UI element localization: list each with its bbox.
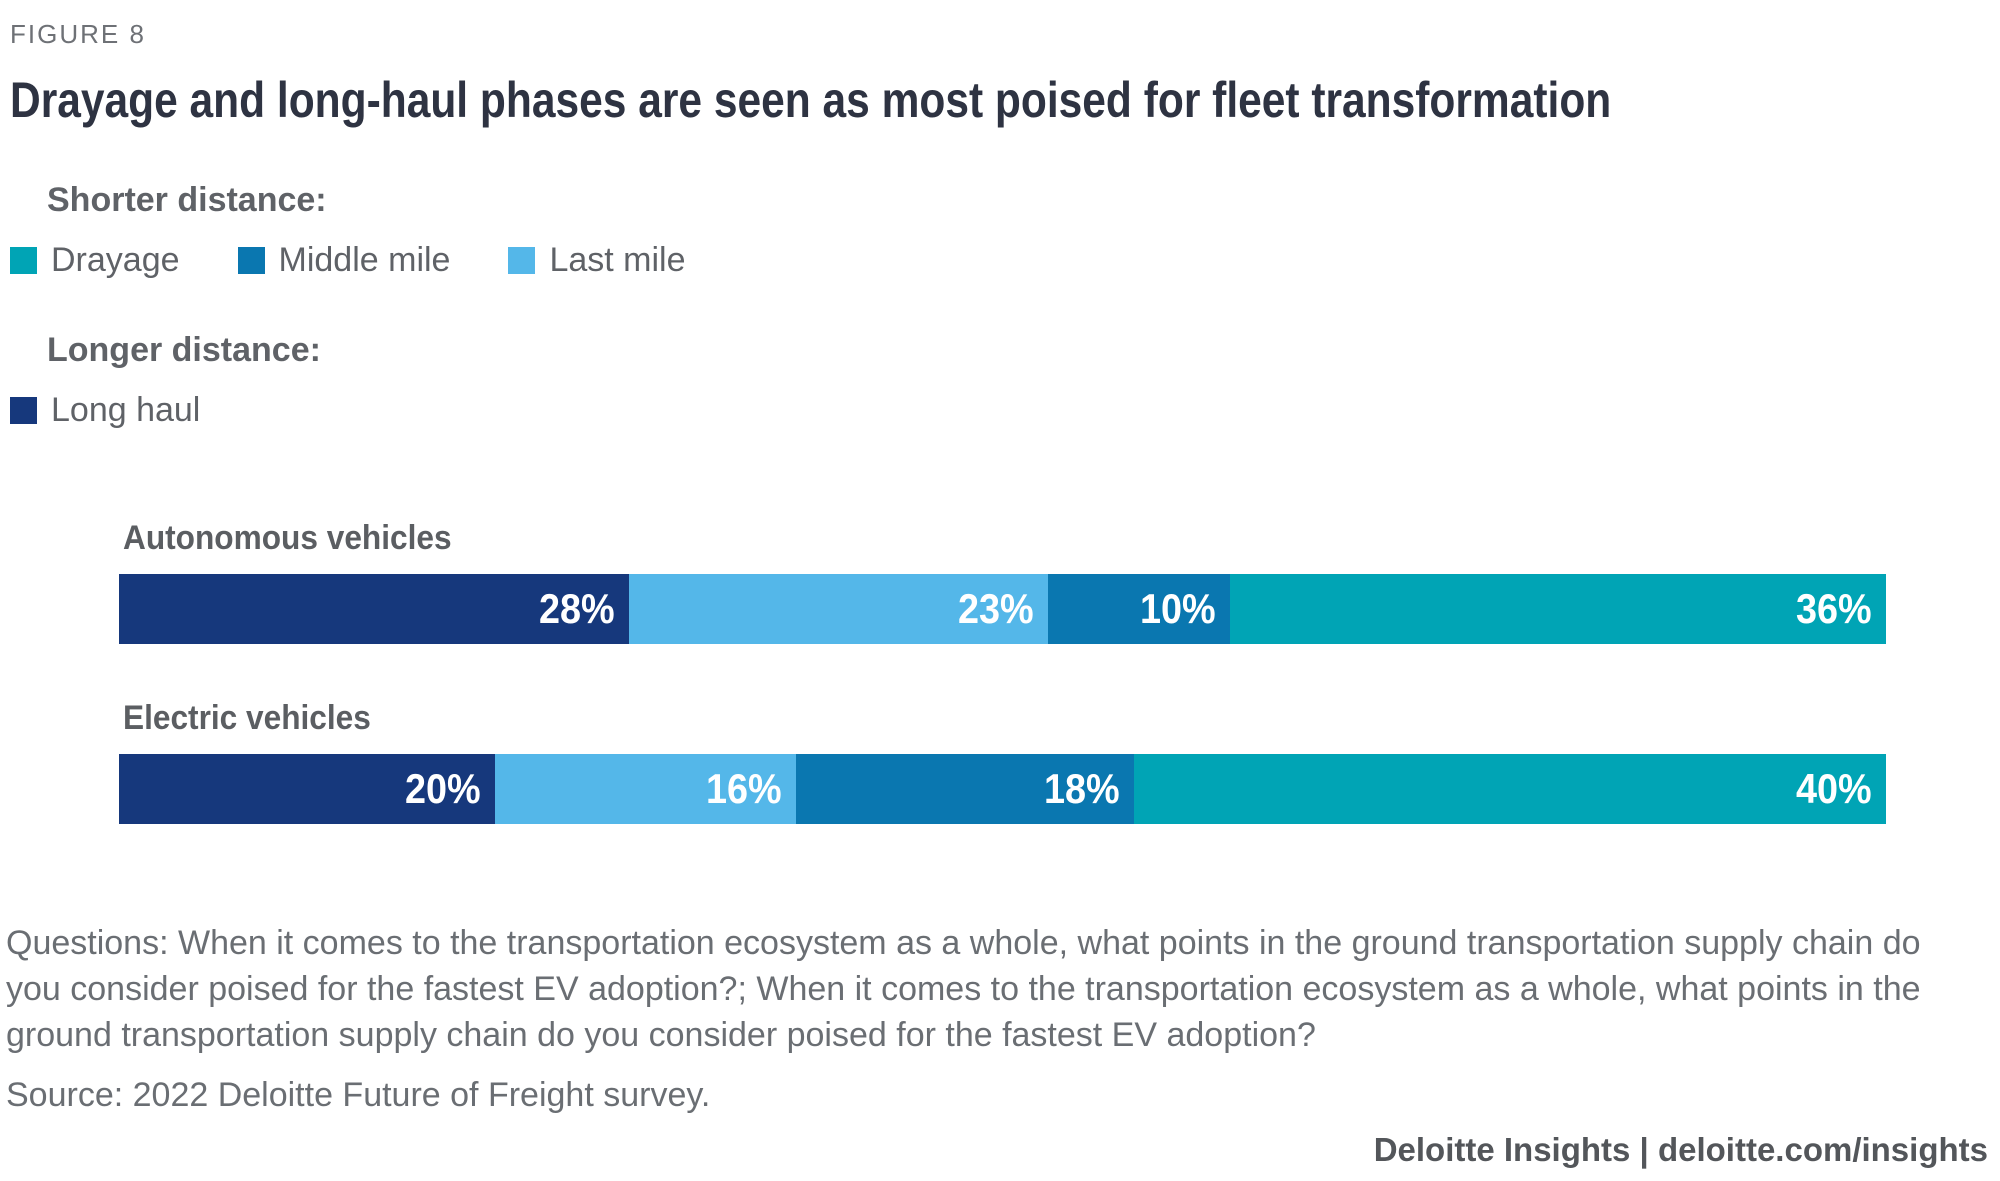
bar-segment-drayage: 36% <box>1230 574 1887 644</box>
legend-item-middle-mile: Middle mile <box>237 240 451 280</box>
legend-row-shorter-distance: Drayage Middle mile Last mile <box>10 240 1990 280</box>
bar-segment-middle-mile: 10% <box>1048 574 1231 644</box>
legend-row-longer-distance: Long haul <box>10 390 1990 430</box>
bar-segment-value-label: 36% <box>1795 585 1872 632</box>
bar-autonomous-vehicles: 28% 23% 10% 36% <box>119 574 1887 644</box>
long-haul-swatch-icon <box>10 396 37 424</box>
bar-segment-value-label: 40% <box>1795 765 1872 812</box>
middle-mile-swatch-icon <box>237 246 265 274</box>
bar-segment-middle-mile: 18% <box>795 754 1135 824</box>
chart-title: Drayage and long-haul phases are seen as… <box>10 72 1612 128</box>
legend-item-label: Drayage <box>51 240 180 279</box>
legend-item-label: Last mile <box>549 240 686 279</box>
bar-segment-value-label: 18% <box>1044 765 1120 812</box>
figure-number-label: FIGURE 8 <box>10 19 146 49</box>
last-mile-swatch-icon <box>508 246 536 274</box>
bar-segment-last-mile: 16% <box>494 754 796 824</box>
drayage-swatch-icon <box>10 246 37 274</box>
category-label-electric-vehicles: Electric vehicles <box>123 699 371 737</box>
bar-segment-long-haul: 28% <box>119 574 630 644</box>
bar-segment-drayage: 40% <box>1134 754 1886 824</box>
legend-item-long-haul: Long haul <box>10 391 200 430</box>
bar-segment-value-label: 23% <box>957 585 1034 632</box>
legend: Shorter distance: Drayage Middle mile La… <box>6 178 1990 430</box>
legend-item-label: Middle mile <box>278 240 451 279</box>
source-note: Source: 2022 Deloitte Future of Freight … <box>6 1076 711 1114</box>
legend-item-last-mile: Last mile <box>508 240 686 280</box>
legend-item-label: Long haul <box>51 390 201 429</box>
legend-heading-longer-distance: Longer distance: <box>47 331 321 369</box>
category-label-autonomous-vehicles: Autonomous vehicles <box>123 519 452 557</box>
bar-segment-last-mile: 23% <box>629 574 1049 644</box>
bar-segment-long-haul: 20% <box>119 754 495 824</box>
bar-segment-value-label: 16% <box>705 765 782 812</box>
deloitte-insights-footer-link[interactable]: Deloitte Insights | deloitte.com/insight… <box>1373 1131 1988 1168</box>
bar-segment-value-label: 20% <box>404 765 481 812</box>
stacked-bar-chart: Autonomous vehicles 28% 23% 10% 36% Electri… <box>119 516 1887 824</box>
bar-segment-value-label: 28% <box>539 585 615 632</box>
bar-segment-value-label: 10% <box>1140 585 1216 632</box>
bar-electric-vehicles: 20% 16% 18% 40% <box>119 754 1886 824</box>
questions-note: Questions: When it comes to the transpor… <box>6 924 1921 1054</box>
legend-item-drayage: Drayage <box>10 241 180 280</box>
legend-heading-shorter-distance: Shorter distance: <box>47 181 327 219</box>
